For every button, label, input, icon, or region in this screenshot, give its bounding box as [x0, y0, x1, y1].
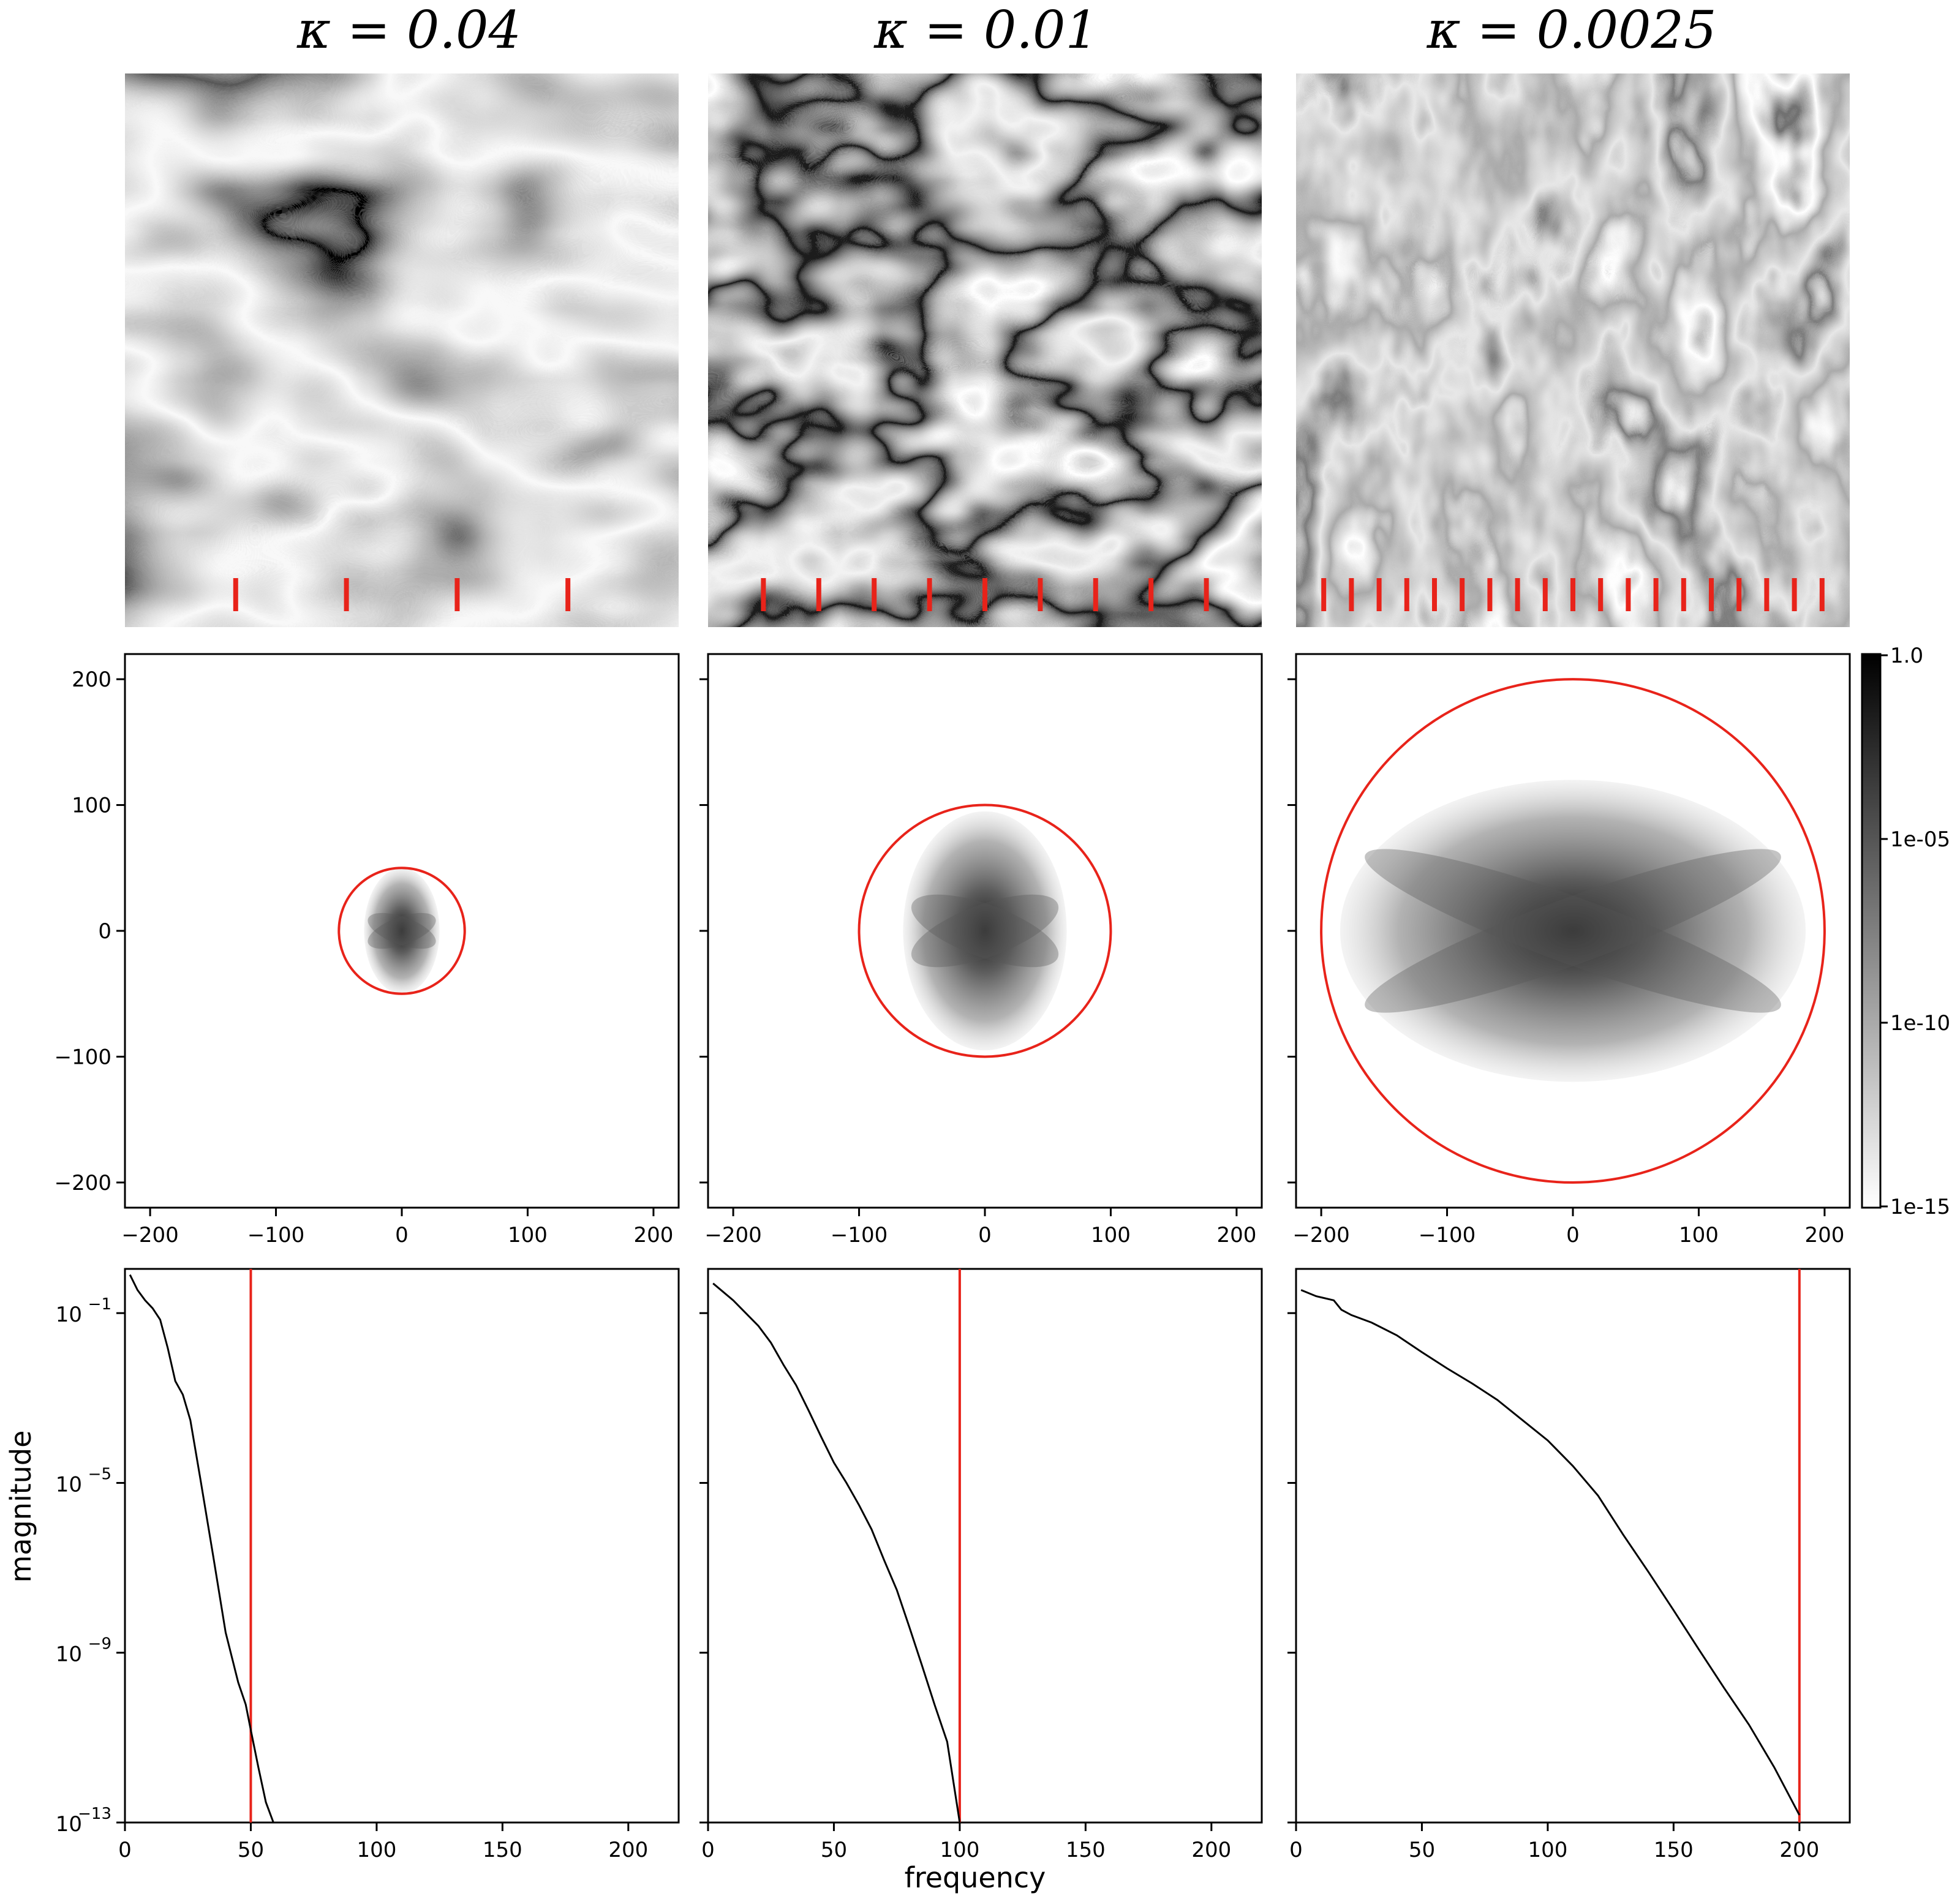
x-tick-label: 0 [701, 1838, 715, 1862]
colorbar-tick-label: 1e-05 [1890, 827, 1950, 852]
spectrum-line [712, 1282, 961, 1823]
x-tick-label: 50 [821, 1838, 847, 1862]
colorbar-tick-label: 1e-10 [1890, 1011, 1950, 1036]
y-tick-label: 0 [98, 919, 111, 944]
y-tick-label: 100 [72, 794, 111, 818]
y-axis-label: magnitude [4, 1431, 37, 1583]
axes-frame [1295, 1268, 1851, 1824]
x-tick-label: 50 [1409, 1838, 1435, 1862]
spectral-lobe [1365, 849, 1781, 1013]
x-tick-label: 100 [508, 1223, 548, 1247]
cutoff-circle [1320, 678, 1826, 1184]
field-image-kappa-0.0025 [1296, 73, 1850, 627]
spectral-lobe [911, 894, 1059, 968]
y-tick-label: 10 [56, 1303, 82, 1327]
x-tick-label: 200 [1779, 1838, 1819, 1862]
red-marker-group [233, 578, 1825, 611]
x-tick-label: 200 [1216, 1223, 1256, 1247]
spectral-lobe [1365, 849, 1781, 1013]
colorbar-tick-label: 1.0 [1890, 644, 1923, 668]
x-tick-label: 200 [1191, 1838, 1231, 1862]
spectrum-2d-row: −200 −100 0 100 200 −200 −100 0 100 200 −200 −100 0 1… [55, 653, 1851, 1247]
x-tick-label: −200 [121, 1223, 178, 1247]
field-image-kappa-0.01 [708, 73, 1262, 627]
spectrum-2d-panel [364, 868, 440, 994]
spectral-lobe [368, 912, 436, 949]
x-tick-label: 100 [1091, 1223, 1131, 1247]
y-tick-label: 10 [56, 1642, 82, 1667]
y-tick-exponent: −5 [88, 1465, 111, 1483]
y-tick-exponent: −9 [88, 1635, 111, 1653]
x-tick-label: 0 [978, 1223, 992, 1247]
x-axis-label: frequency [905, 1861, 1046, 1894]
spectral-lobe [911, 894, 1059, 968]
cutoff-circle [337, 867, 466, 995]
x-tick-label: 200 [633, 1223, 673, 1247]
column-title-kappa-0.0025: κ = 0.0025 [1427, 0, 1717, 60]
spectrum-2d-panel [1340, 780, 1806, 1082]
y-tick-label: 10 [56, 1812, 82, 1837]
x-tick-label: 0 [395, 1223, 409, 1247]
spectral-lobe [368, 912, 436, 949]
y-tick-label: 200 [72, 668, 111, 692]
x-tick-label: −200 [1292, 1223, 1349, 1247]
y-tick-label: −200 [55, 1171, 111, 1195]
cutoff-circle [858, 803, 1112, 1058]
spectral-energy-blob [364, 868, 440, 994]
x-tick-label: −100 [247, 1223, 304, 1247]
y-tick-label: −100 [55, 1045, 111, 1069]
spectrum-line [129, 1274, 274, 1823]
y-tick-exponent: −13 [78, 1805, 111, 1823]
axes-frame [124, 1268, 680, 1824]
y-tick-exponent: −1 [88, 1295, 111, 1314]
colorbar: 1.0 1e-05 1e-10 1e-15 [1861, 644, 1950, 1219]
x-tick-label: −100 [1419, 1223, 1476, 1247]
x-tick-label: 0 [1566, 1223, 1580, 1247]
field-image-row [125, 73, 1850, 627]
x-tick-label: 150 [1066, 1838, 1106, 1862]
x-tick-label: 200 [1804, 1223, 1844, 1247]
spectrum-2d-panel [903, 811, 1067, 1051]
x-tick-label: 50 [238, 1838, 264, 1862]
x-tick-label: 100 [356, 1838, 396, 1862]
x-tick-label: 100 [1679, 1223, 1719, 1247]
x-tick-label: 100 [1528, 1838, 1567, 1862]
spectral-energy-blob [903, 811, 1067, 1051]
x-tick-label: 200 [608, 1838, 648, 1862]
x-tick-label: 0 [118, 1838, 132, 1862]
colorbar-tick-label: 1e-15 [1890, 1195, 1950, 1219]
axes-frame [707, 1268, 1263, 1824]
column-title-kappa-0.04: κ = 0.04 [296, 0, 521, 60]
x-tick-label: 0 [1289, 1838, 1303, 1862]
x-tick-label: 150 [1654, 1838, 1694, 1862]
x-tick-label: 150 [483, 1838, 522, 1862]
x-tick-label: 100 [940, 1838, 979, 1862]
x-tick-label: −100 [831, 1223, 888, 1247]
spectrum-line [1300, 1289, 1801, 1816]
spectral-energy-blob [1340, 780, 1806, 1082]
field-image-kappa-0.04 [125, 73, 679, 627]
x-tick-label: −200 [704, 1223, 761, 1247]
column-title-kappa-0.01: κ = 0.01 [873, 0, 1098, 60]
y-tick-label: 10 [56, 1472, 82, 1497]
colorbar-gradient [1861, 653, 1882, 1209]
